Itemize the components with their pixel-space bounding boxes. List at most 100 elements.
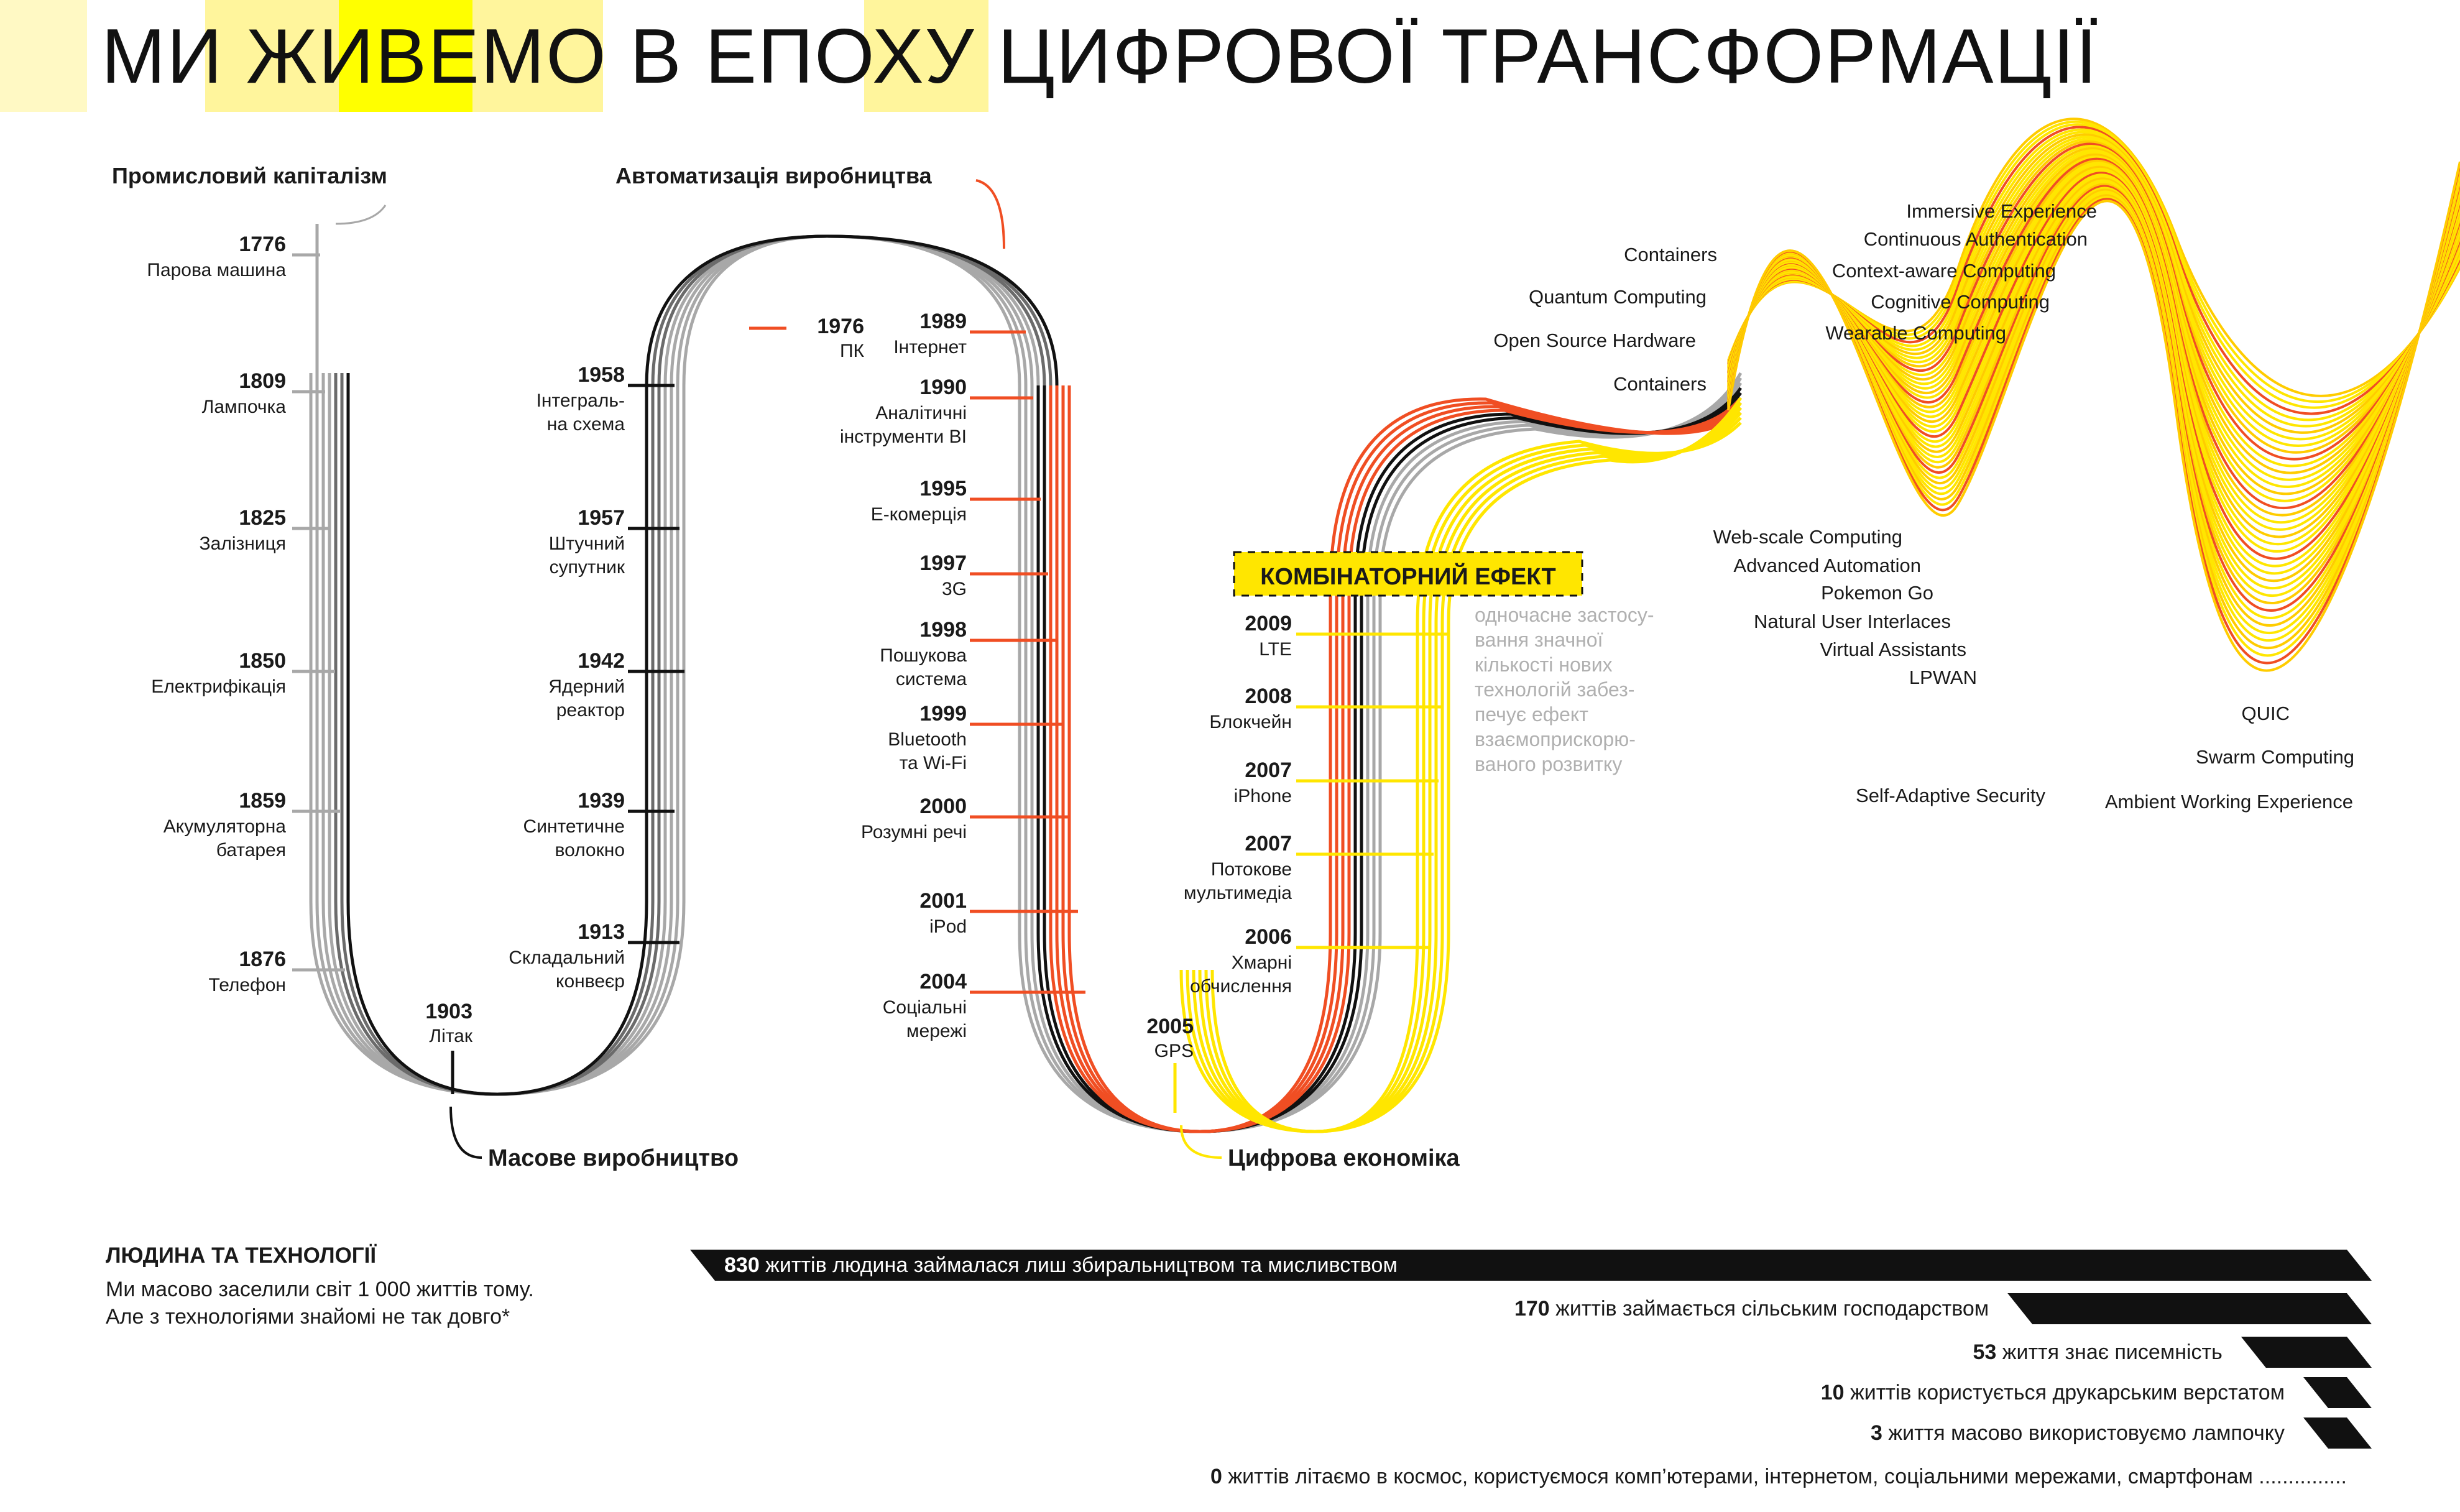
lives-bar-shape — [690, 1250, 2372, 1281]
combinatorial-desc: ваного розвитку — [1475, 753, 1622, 775]
milestone-digital-year: 1999 — [919, 702, 967, 726]
future-tech-label: Continuous Authentication — [1864, 228, 2088, 250]
future-tech-label: Self-Adaptive Security — [1856, 785, 2045, 806]
milestone-industrial-label: Парова машина — [147, 260, 286, 280]
lives-bar-number: 53 — [1973, 1340, 1997, 1364]
lives-bar-text: життів займається сільським господарство… — [1549, 1297, 1989, 1321]
milestone-automation-label: конвеєр — [556, 971, 625, 992]
lives-bar-text: життів користується друкарським верстато… — [1844, 1381, 2285, 1404]
milestone-automation-year: 1958 — [578, 363, 625, 387]
milestone-digital-label: система — [896, 669, 967, 689]
milestone-combinatorial-label: Хмарні — [1232, 952, 1292, 973]
lives-bar-label: 0 життів літаємо в космос, користуємося … — [1210, 1465, 2347, 1489]
timeline-band-b — [1067, 385, 1742, 1133]
combinatorial-badge-border — [1233, 551, 1583, 597]
combinatorial-desc: вання значної — [1475, 629, 1603, 651]
milestone-automation-label: Складальний — [509, 947, 625, 968]
milestone-industrial-year: 1859 — [239, 789, 286, 813]
combinatorial-title: КОМБІНАТОРНИЙ ЕФЕКТ — [1260, 562, 1556, 590]
future-tech-label: QUIC — [2242, 703, 2290, 724]
milestone-automation-year: 1957 — [578, 506, 625, 530]
timeline-band-yellow — [1198, 412, 1742, 1133]
era-mass: Масове виробництво — [488, 1145, 739, 1171]
milestone-automation-label: Ядерний — [548, 676, 625, 697]
milestone-digital-label: Пошукова — [880, 645, 967, 666]
milestone-digital-label: Соціальні — [883, 997, 967, 1018]
milestone-1903-year: 1903 — [425, 1000, 472, 1023]
milestone-combinatorial-year: 2009 — [1245, 612, 1292, 635]
lives-bar-shape — [2241, 1337, 2372, 1368]
title-highlight-5 — [864, 0, 988, 112]
milestone-digital-label: iPod — [929, 916, 967, 937]
milestone-digital-year: 1989 — [919, 310, 967, 333]
lives-bar-text: життя масово використовуємо лампочку — [1882, 1421, 2285, 1445]
combinatorial-desc: технологій забез- — [1475, 678, 1634, 701]
milestone-combinatorial-label: Блокчейн — [1209, 712, 1292, 732]
milestone-digital-label: Bluetooth — [888, 729, 967, 750]
milestone-digital-year: 2000 — [919, 795, 967, 818]
combinatorial-desc: одночасне застосу- — [1475, 604, 1654, 626]
lives-bar-label: 830 життів людина займалася лиш збиральн… — [724, 1253, 1398, 1278]
era-industrial: Промисловий капіталізм — [112, 163, 387, 188]
lives-bar-text: життів людина займалася лиш збиральництв… — [759, 1253, 1398, 1277]
milestone-digital-label: та Wi-Fi — [900, 753, 967, 773]
milestone-combinatorial-label: LTE — [1259, 639, 1292, 660]
milestone-digital-year: 1995 — [919, 477, 967, 500]
future-tech-label: Swarm Computing — [2196, 746, 2354, 768]
milestone-1976-label: ПК — [840, 341, 865, 361]
milestone-combinatorial-year: 2008 — [1245, 685, 1292, 708]
future-tech-label: Pokemon Go — [1821, 582, 1933, 604]
milestone-digital-year: 1998 — [919, 618, 967, 642]
milestone-automation-label: супутник — [550, 557, 625, 578]
timeline-band-yellow — [1210, 422, 1742, 1133]
era-digital: Цифрова економіка — [1228, 1145, 1460, 1171]
future-waves — [1727, 118, 2460, 672]
combinatorial-desc: взаємоприскорю- — [1475, 728, 1636, 750]
era-automation-arrow — [975, 179, 1005, 249]
lives-bar-label: 3 життя масово використовуємо лампочку — [1871, 1421, 2285, 1445]
human-line-2: Але з технологіями знайомі не так довго* — [106, 1305, 510, 1329]
milestone-combinatorial-year: 2007 — [1245, 832, 1292, 855]
future-tech-label: Context-aware Computing — [1832, 260, 2056, 282]
lives-bar-number: 3 — [1870, 1421, 1882, 1445]
milestone-combinatorial-label: iPhone — [1234, 786, 1292, 806]
future-tech-label: LPWAN — [1909, 666, 1977, 688]
future-tech-label: Containers — [1624, 244, 1717, 265]
lives-bar-number: 0 — [1210, 1465, 1222, 1488]
timeline-band-yellow — [1204, 417, 1742, 1133]
milestone-combinatorial-label: обчислення — [1190, 976, 1292, 997]
milestone-automation-year: 1939 — [578, 789, 625, 813]
milestone-industrial-label: Електрифікація — [151, 676, 286, 697]
era-mass-arrow — [449, 1106, 482, 1159]
title-highlight-1 — [0, 0, 87, 112]
future-tech-label: Cognitive Computing — [1871, 291, 2050, 313]
milestone-digital-year: 1990 — [919, 376, 967, 399]
milestone-automation-label: волокно — [555, 840, 625, 860]
milestone-digital-label: Е-комерція — [871, 504, 967, 525]
milestone-automation-label: реактор — [556, 700, 625, 721]
combinatorial-badge-bg — [1234, 552, 1582, 596]
milestone-digital-year: 2004 — [919, 970, 967, 993]
lives-bar-number: 830 — [724, 1253, 760, 1277]
milestone-industrial-year: 1825 — [239, 506, 286, 530]
milestone-1976-year: 1976 — [817, 315, 864, 338]
title-highlight-2 — [205, 0, 339, 112]
title-highlight-4 — [472, 0, 603, 112]
combinatorial-desc: кількості нових — [1475, 653, 1613, 676]
future-tech-label: Virtual Assistants — [1820, 638, 1966, 660]
milestone-digital-label: Розумні речі — [861, 822, 967, 842]
timeline-band-b — [1018, 372, 1743, 1133]
milestone-combinatorial-year: 2006 — [1245, 925, 1292, 949]
milestone-automation-year: 1942 — [578, 649, 625, 673]
future-tech-label: Quantum Computing — [1529, 286, 1707, 308]
milestone-industrial-year: 1776 — [239, 233, 286, 256]
lives-bar-shape — [2007, 1293, 2372, 1324]
milestone-combinatorial-year: 2007 — [1245, 758, 1292, 782]
timeline-band-yellow — [1186, 402, 1743, 1133]
milestone-1903-label: Літак — [429, 1026, 472, 1046]
lives-bar-text: життів літаємо в космос, користуємося ко… — [1222, 1465, 2347, 1488]
milestone-automation-label: Синтетичне — [523, 816, 625, 837]
